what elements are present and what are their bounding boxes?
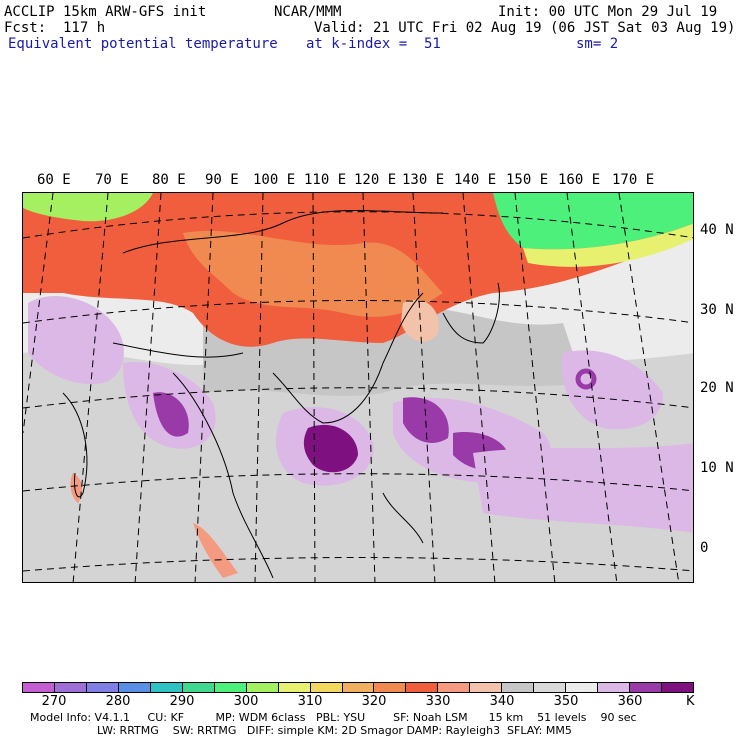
colorbar-segment [502, 683, 535, 692]
coastlines [62, 210, 500, 579]
colorbar-tick-label: 300 [233, 694, 259, 709]
colorbar-segment [214, 683, 247, 692]
theta-e-map [22, 192, 694, 583]
lat-label-10n: 10 N [700, 460, 734, 476]
footer-model-info: Model Info: V4.1.1 CU: KF MP: WDM 6class… [30, 711, 637, 724]
lon-label-70e: 70 E [95, 172, 129, 188]
field-name: Equivalent potential temperature [8, 36, 278, 52]
lat-label-20n: 20 N [700, 380, 734, 396]
colorbar-tick-label: 340 [489, 694, 515, 709]
purple-region-west [28, 295, 124, 384]
lat-label-30n: 30 N [700, 302, 734, 318]
level-label: at k-index = 51 [306, 36, 441, 52]
lon-label-130e: 130 E [402, 172, 445, 188]
lon-label-120e: 120 E [354, 172, 397, 188]
colorbar-tick-label: 310 [297, 694, 323, 709]
colorbar-segment [118, 683, 151, 692]
colorbar-segment [662, 683, 694, 692]
colorbar-tick-label: 350 [553, 694, 579, 709]
lon-label-90e: 90 E [205, 172, 239, 188]
purple-core-south-china-sea [303, 424, 358, 473]
init-time: Init: 00 UTC Mon 29 Jul 19 [498, 4, 718, 20]
colorbar-segment [342, 683, 375, 692]
colorbar-tick-label: 270 [41, 694, 67, 709]
colorbar-segment [598, 683, 631, 692]
lon-label-80e: 80 E [152, 172, 186, 188]
colorbar-segment [534, 683, 567, 692]
typhoon-eye [575, 368, 597, 390]
purple-region-tropical-pacific [473, 443, 693, 533]
colorbar-segment [86, 683, 119, 692]
lon-label-100e: 100 E [253, 172, 296, 188]
lon-label-160e: 160 E [558, 172, 601, 188]
organization-label: NCAR/MMM [274, 4, 342, 20]
colorbar-tick-label: 320 [361, 694, 387, 709]
salmon-patch-india [70, 473, 83, 503]
colorbar-segment [23, 683, 55, 692]
colorbar-tick-label: 360 [617, 694, 643, 709]
colorbar-tick-label: 330 [425, 694, 451, 709]
colorbar-segment [374, 683, 407, 692]
forecast-hour: Fcst: 117 h [4, 20, 106, 36]
lon-label-150e: 150 E [506, 172, 549, 188]
map-field-svg [23, 193, 693, 582]
colorbar-segment [438, 683, 471, 692]
colorbar-segment [566, 683, 599, 692]
colorbar-segment [278, 683, 311, 692]
lon-label-140e: 140 E [454, 172, 497, 188]
colorbar-segment [182, 683, 215, 692]
yellow-edge-northeast [523, 223, 693, 267]
colorbar-segment [246, 683, 279, 692]
lon-label-170e: 170 E [612, 172, 655, 188]
valid-time: Valid: 21 UTC Fri 02 Aug 19 (06 JST Sat … [314, 20, 736, 36]
colorbar-segment [54, 683, 87, 692]
colorbar-unit: K [686, 694, 695, 709]
colorbar-segment [630, 683, 663, 692]
colorbar-segment [150, 683, 183, 692]
colorbar-tick-label: 290 [169, 694, 195, 709]
warm-band-inner [183, 230, 443, 317]
lat-label-0: 0 [700, 540, 709, 556]
lat-label-40n: 40 N [700, 222, 734, 238]
cool-patch-far-northeast [493, 193, 693, 250]
colorbar-segment [406, 683, 439, 692]
colorbar-segment [310, 683, 343, 692]
colorbar [22, 682, 694, 693]
lon-label-60e: 60 E [37, 172, 71, 188]
footer-physics-info: LW: RRTMG SW: RRTMG DIFF: simple KM: 2D … [97, 724, 572, 737]
smoothing-label: sm= 2 [576, 36, 619, 52]
colorbar-tick-label: 280 [105, 694, 131, 709]
purple-core-philippine-sea [403, 397, 449, 443]
purple-core-bay-of-bengal [153, 392, 189, 437]
colorbar-segment [470, 683, 503, 692]
lon-label-110e: 110 E [304, 172, 347, 188]
cool-patch-northwest [23, 193, 153, 222]
salmon-patch-korea [401, 299, 439, 342]
salmon-patch-malaysia [193, 523, 238, 578]
graticule [23, 193, 693, 582]
model-title: ACCLIP 15km ARW-GFS init [4, 4, 207, 20]
